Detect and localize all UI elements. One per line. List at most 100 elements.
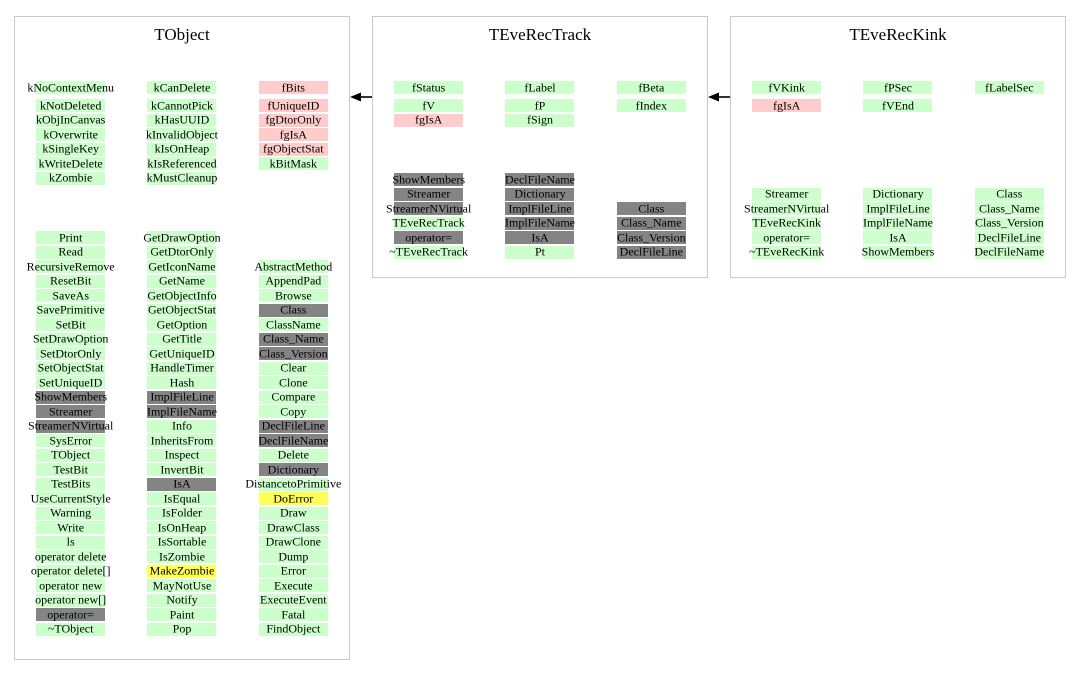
member-read[interactable]: Read: [36, 245, 106, 259]
member-showmembers[interactable]: ShowMembers: [392, 173, 465, 186]
member-fbeta[interactable]: fBeta: [616, 81, 686, 94]
member-ls[interactable]: ls: [36, 535, 106, 549]
member-kmustcleanup[interactable]: kMustCleanup: [147, 171, 217, 185]
member-print[interactable]: Print: [36, 231, 106, 244]
member-fatal[interactable]: Fatal: [258, 608, 328, 621]
member-setdrawoption[interactable]: SetDrawOption: [33, 332, 108, 346]
member-hash[interactable]: Hash: [147, 376, 217, 389]
member-streamernvirtual[interactable]: StreamerNVirtual: [28, 419, 113, 433]
member-kzombie[interactable]: kZombie: [36, 171, 106, 185]
member-dictionary[interactable]: Dictionary: [258, 463, 328, 476]
member-streamer[interactable]: Streamer: [394, 187, 464, 201]
member-isfolder[interactable]: IsFolder: [147, 506, 217, 520]
member-ksinglekey[interactable]: kSingleKey: [36, 142, 106, 156]
member-flabelsec[interactable]: fLabelSec: [974, 81, 1044, 94]
member-pop[interactable]: Pop: [147, 622, 217, 636]
member-error[interactable]: Error: [258, 564, 328, 578]
member-operator-new[interactable]: operator new: [36, 579, 106, 592]
member-declfilename[interactable]: DeclFileName: [505, 173, 575, 186]
member-copy[interactable]: Copy: [258, 405, 328, 418]
member-operator-new[interactable]: operator new[]: [35, 593, 106, 607]
member-usecurrentstyle[interactable]: UseCurrentStyle: [31, 492, 111, 505]
member-declfilename[interactable]: DeclFileName: [974, 245, 1044, 259]
member-testbit[interactable]: TestBit: [36, 463, 106, 476]
member-implfilename[interactable]: ImplFileName: [147, 405, 217, 418]
member-kisreferenced[interactable]: kIsReferenced: [147, 157, 217, 170]
member-teverectrack[interactable]: TEveRecTrack: [393, 216, 465, 230]
member-class-name[interactable]: Class_Name: [974, 202, 1044, 215]
member-implfilename[interactable]: ImplFileName: [863, 216, 933, 230]
member-delete[interactable]: Delete: [258, 448, 328, 462]
member-appendpad[interactable]: AppendPad: [258, 274, 328, 288]
member-operator[interactable]: operator=: [394, 231, 464, 244]
member-setbit[interactable]: SetBit: [36, 318, 106, 331]
member-getdtoronly[interactable]: GetDtorOnly: [147, 245, 217, 259]
member-teverectrack[interactable]: ~TEveRecTrack: [389, 245, 468, 259]
member-makezombie[interactable]: MakeZombie: [147, 564, 217, 578]
member-iszombie[interactable]: IsZombie: [147, 550, 217, 563]
member-operator-delete[interactable]: operator delete[]: [31, 564, 110, 578]
member-tevereckink[interactable]: ~TEveRecKink: [749, 245, 824, 259]
member-kinvalidobject[interactable]: kInvalidObject: [146, 128, 218, 141]
member-implfileline[interactable]: ImplFileLine: [147, 390, 217, 404]
member-getuniqueid[interactable]: GetUniqueID: [147, 347, 217, 360]
member-setobjectstat[interactable]: SetObjectStat: [36, 361, 106, 375]
member-implfilename[interactable]: ImplFileName: [505, 216, 575, 230]
member-class-name[interactable]: Class_Name: [258, 332, 328, 346]
member-inspect[interactable]: Inspect: [147, 448, 217, 462]
member-write[interactable]: Write: [36, 521, 106, 534]
member-info[interactable]: Info: [147, 419, 217, 433]
member-handletimer[interactable]: HandleTimer: [147, 361, 217, 375]
member-classname[interactable]: ClassName: [258, 318, 328, 331]
member-khasuuid[interactable]: kHasUUID: [147, 113, 217, 127]
member-kwritedelete[interactable]: kWriteDelete: [36, 157, 106, 170]
member-dictionary[interactable]: Dictionary: [505, 187, 575, 201]
member-issortable[interactable]: IsSortable: [147, 535, 217, 549]
member-koverwrite[interactable]: kOverwrite: [36, 128, 106, 141]
member-fgobjectstat[interactable]: fgObjectStat: [258, 142, 328, 156]
member-knotdeleted[interactable]: kNotDeleted: [36, 99, 106, 112]
member-streamer[interactable]: Streamer: [36, 405, 106, 418]
member-operator-delete[interactable]: operator delete: [35, 550, 106, 563]
member-fgisa[interactable]: fgIsA: [394, 113, 464, 127]
member-syserror[interactable]: SysError: [36, 434, 106, 447]
member-saveprimitive[interactable]: SavePrimitive: [36, 303, 106, 317]
member-getobjectinfo[interactable]: GetObjectInfo: [147, 289, 217, 302]
member-geticonname[interactable]: GetIconName: [147, 260, 217, 273]
member-fgisa[interactable]: fgIsA: [752, 99, 822, 112]
member-fsign[interactable]: fSign: [505, 113, 575, 127]
member-fstatus[interactable]: fStatus: [394, 81, 464, 94]
member-executeevent[interactable]: ExecuteEvent: [258, 593, 328, 607]
member-pt[interactable]: Pt: [505, 245, 575, 259]
member-isonheap[interactable]: IsOnHeap: [147, 521, 217, 534]
member-funiqueid[interactable]: fUniqueID: [258, 99, 328, 112]
member-implfileline[interactable]: ImplFileLine: [505, 202, 575, 215]
member-tevereckink[interactable]: TEveRecKink: [752, 216, 822, 230]
member-kcannotpick[interactable]: kCannotPick: [147, 99, 217, 112]
member-doerror[interactable]: DoError: [258, 492, 328, 505]
member-getname[interactable]: GetName: [147, 274, 217, 288]
member-declfileline[interactable]: DeclFileLine: [616, 245, 686, 259]
member-fvkink[interactable]: fVKink: [752, 81, 822, 94]
member-setdtoronly[interactable]: SetDtorOnly: [36, 347, 106, 360]
member-getdrawoption[interactable]: GetDrawOption: [143, 231, 221, 244]
member-execute[interactable]: Execute: [258, 579, 328, 592]
member-maynotuse[interactable]: MayNotUse: [147, 579, 217, 592]
member-recursiveremove[interactable]: RecursiveRemove: [27, 260, 115, 273]
member-clone[interactable]: Clone: [258, 376, 328, 389]
member-drawclone[interactable]: DrawClone: [258, 535, 328, 549]
member-streamer[interactable]: Streamer: [752, 187, 822, 201]
member-knocontextmenu[interactable]: kNoContextMenu: [27, 81, 114, 94]
member-kbitmask[interactable]: kBitMask: [258, 157, 328, 170]
member-tobject[interactable]: ~TObject: [36, 622, 106, 636]
member-getobjectstat[interactable]: GetObjectStat: [147, 303, 217, 317]
member-streamernvirtual[interactable]: StreamerNVirtual: [386, 202, 471, 215]
member-fvend[interactable]: fVEnd: [863, 99, 933, 112]
member-kobjincanvas[interactable]: kObjInCanvas: [36, 113, 105, 127]
member-fgdtoronly[interactable]: fgDtorOnly: [258, 113, 328, 127]
member-implfileline[interactable]: ImplFileLine: [863, 202, 933, 215]
member-isa[interactable]: IsA: [505, 231, 575, 244]
member-invertbit[interactable]: InvertBit: [147, 463, 217, 476]
member-fgisa[interactable]: fgIsA: [258, 128, 328, 141]
member-isa[interactable]: IsA: [863, 231, 933, 244]
